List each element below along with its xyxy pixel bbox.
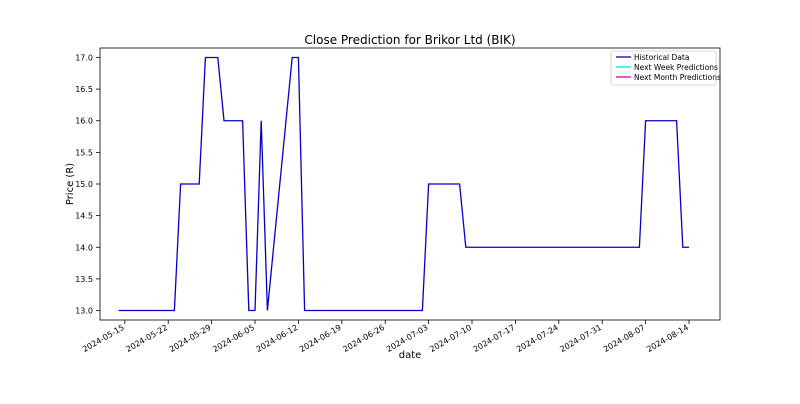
plot-frame bbox=[99, 47, 721, 321]
chart-title: Close Prediction for Brikor Ltd (BIK) bbox=[304, 33, 515, 47]
y-tick-label: 16.5 bbox=[75, 85, 93, 94]
x-axis-label: date bbox=[399, 350, 422, 361]
y-tick-label: 13.0 bbox=[75, 307, 93, 316]
legend-box bbox=[610, 50, 717, 86]
legend-label: Next Month Predictions bbox=[634, 73, 721, 82]
y-axis-label: Price (R) bbox=[65, 163, 76, 205]
y-tick-label: 15.0 bbox=[75, 180, 93, 189]
series-layer bbox=[118, 56, 689, 312]
legend-label: Next Week Predictions bbox=[634, 63, 718, 72]
y-tick-label: 14.5 bbox=[75, 212, 93, 221]
y-tick-label: 15.5 bbox=[75, 148, 93, 157]
y-tick-label: 16.0 bbox=[75, 117, 93, 126]
y-tick-label: 17.0 bbox=[75, 53, 93, 62]
y-tick-label: 13.5 bbox=[75, 275, 93, 284]
series-line-0 bbox=[118, 56, 689, 312]
legend-label: Historical Data bbox=[634, 53, 689, 62]
y-axis-ticks: 13.0 13.5 14.0 14.5 15.0 15.5 16.0 16.5 17.0 bbox=[75, 53, 100, 316]
y-tick-label: 14.0 bbox=[75, 243, 93, 252]
